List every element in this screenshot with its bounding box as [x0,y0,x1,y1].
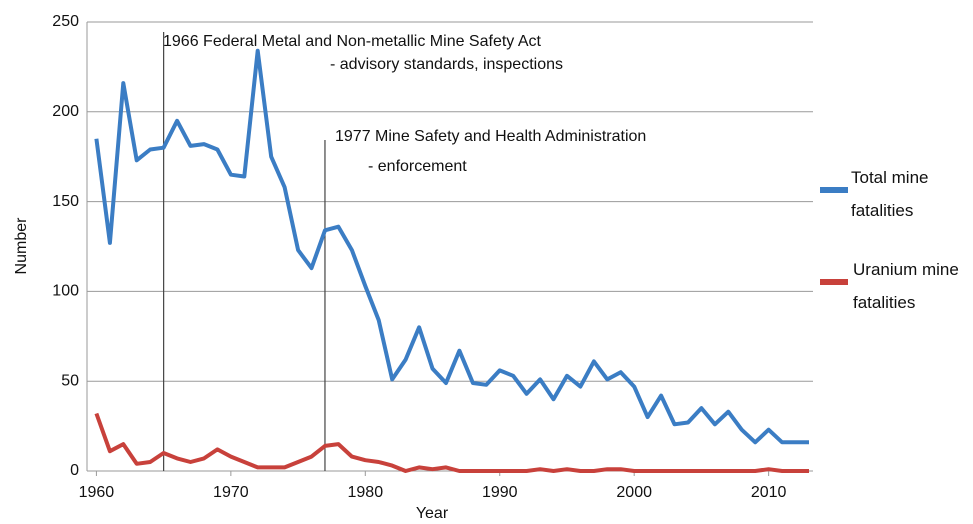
x-tick-label: 1970 [213,484,249,501]
annotation-text: - enforcement [368,158,467,175]
annotation-text: 1977 Mine Safety and Health Administrati… [335,128,646,145]
y-tick-label: 50 [61,372,79,389]
x-tick-label: 1960 [79,484,115,501]
y-tick-label: 250 [52,13,79,30]
legend-label: Uranium mine fatalities [853,260,959,312]
y-tick-label: 0 [70,462,79,479]
annotation-text: - advisory standards, inspections [330,56,563,73]
y-tick-label: 150 [52,193,79,210]
legend-label: Total mine fatalities [851,168,929,220]
x-axis-label: Year [416,505,449,522]
y-tick-label: 100 [52,283,79,300]
y-tick-label: 200 [52,103,79,120]
x-tick-label: 2000 [616,484,652,501]
annotation-text: 1966 Federal Metal and Non-metallic Mine… [163,33,542,50]
series-line [94,412,809,473]
y-axis-label: Number [13,217,30,275]
series-line [94,48,809,445]
x-tick-label: 2010 [751,484,787,501]
x-tick-label: 1990 [482,484,518,501]
x-tick-label: 1980 [348,484,384,501]
